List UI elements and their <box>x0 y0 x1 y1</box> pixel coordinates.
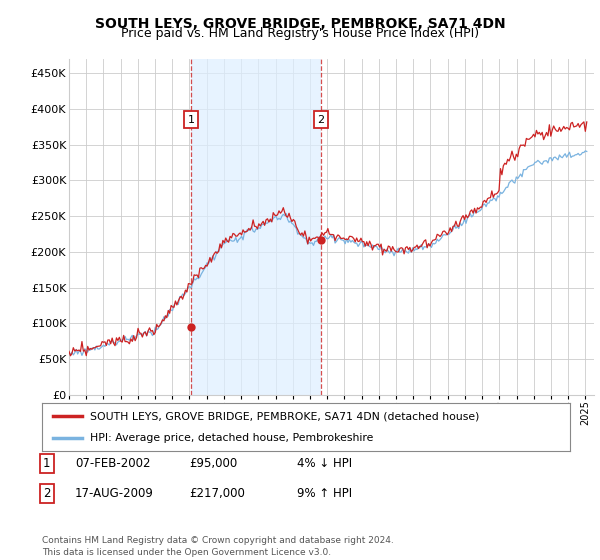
Text: SOUTH LEYS, GROVE BRIDGE, PEMBROKE, SA71 4DN (detached house): SOUTH LEYS, GROVE BRIDGE, PEMBROKE, SA71… <box>89 411 479 421</box>
Text: 1: 1 <box>188 115 195 124</box>
Text: 4% ↓ HPI: 4% ↓ HPI <box>297 457 352 470</box>
Text: 2: 2 <box>43 487 50 501</box>
Text: 07-FEB-2002: 07-FEB-2002 <box>75 457 151 470</box>
Text: 17-AUG-2009: 17-AUG-2009 <box>75 487 154 501</box>
Text: 9% ↑ HPI: 9% ↑ HPI <box>297 487 352 501</box>
Text: £217,000: £217,000 <box>189 487 245 501</box>
Text: 1: 1 <box>43 457 50 470</box>
Text: SOUTH LEYS, GROVE BRIDGE, PEMBROKE, SA71 4DN: SOUTH LEYS, GROVE BRIDGE, PEMBROKE, SA71… <box>95 17 505 31</box>
Text: £95,000: £95,000 <box>189 457 237 470</box>
Text: Contains HM Land Registry data © Crown copyright and database right 2024.
This d: Contains HM Land Registry data © Crown c… <box>42 536 394 557</box>
Text: Price paid vs. HM Land Registry's House Price Index (HPI): Price paid vs. HM Land Registry's House … <box>121 27 479 40</box>
Bar <box>191 59 321 395</box>
Text: 2: 2 <box>317 115 325 124</box>
Text: HPI: Average price, detached house, Pembrokeshire: HPI: Average price, detached house, Pemb… <box>89 433 373 443</box>
